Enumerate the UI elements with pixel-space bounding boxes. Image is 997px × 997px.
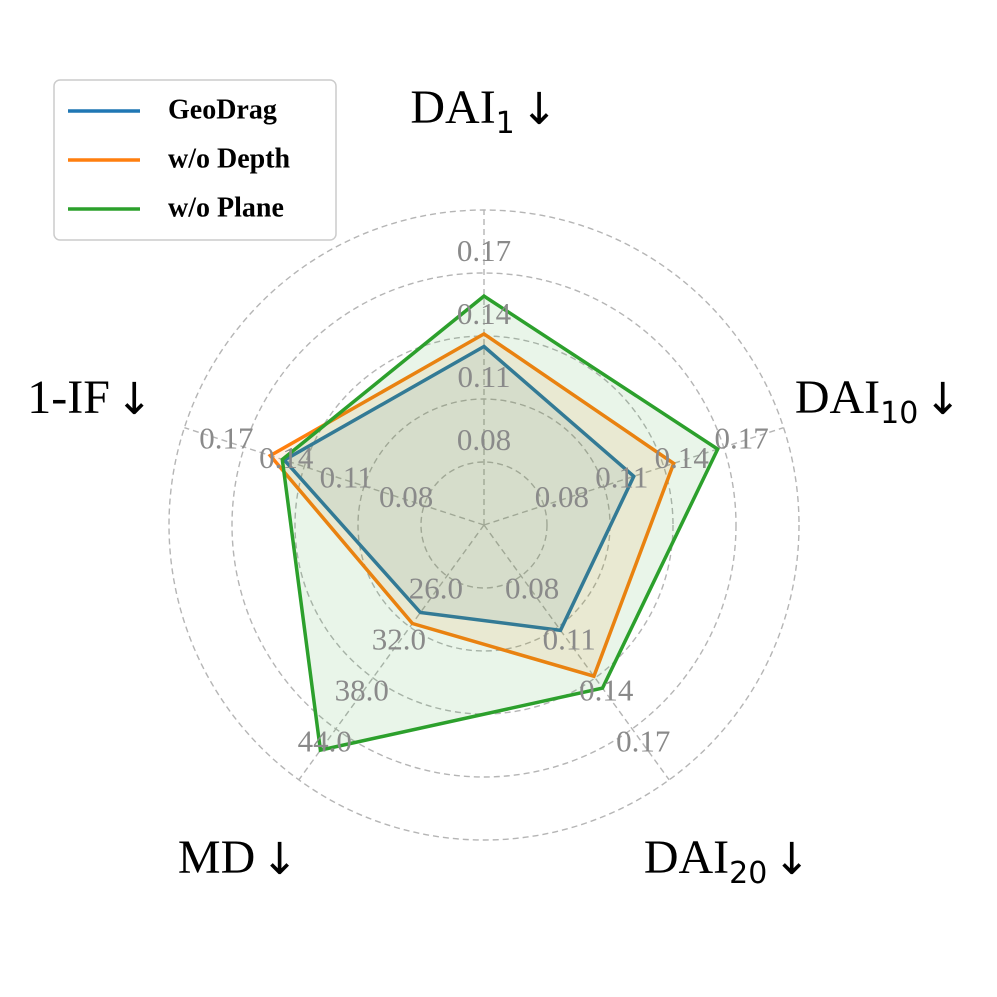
series-line [267, 331, 676, 679]
series-fill [282, 296, 718, 751]
series-fill [284, 346, 634, 631]
tick-label: 0.17 [457, 233, 511, 268]
series-line [280, 293, 720, 753]
axis-spoke [184, 426, 485, 526]
axis-label: DAI20 ↓ [644, 831, 810, 890]
series-layer [267, 293, 720, 753]
tick-label: 0.11 [457, 359, 510, 394]
axis-labels: DAI1 ↓ DAI10 ↓ DAI20 ↓ MD ↓ 1-IF ↓ [27, 81, 961, 890]
tick-label: 38.0 [335, 672, 389, 707]
tick-label: 0.08 [457, 422, 511, 457]
tick-label: 0.14 [259, 440, 314, 475]
tick-label: 0.14 [579, 672, 634, 707]
legend-label: w/o Depth [168, 143, 291, 174]
tick-label: 0.17 [616, 723, 670, 758]
series-fill [270, 333, 674, 677]
tick-label: 0.08 [505, 570, 559, 605]
axis-label: DAI1 ↓ [410, 81, 557, 140]
grid-ring [420, 461, 548, 589]
tick-label: 0.08 [379, 479, 433, 514]
tick-label: 0.14 [457, 296, 512, 331]
legend-label: GeoDrag [168, 94, 277, 125]
tick-label: 0.14 [655, 440, 710, 475]
series-line [281, 344, 636, 633]
tick-labels: 0.080.110.140.170.080.110.140.170.080.11… [199, 233, 769, 758]
tick-label: 32.0 [372, 621, 426, 656]
tick-label: 0.11 [543, 621, 596, 656]
tick-label: 0.17 [715, 420, 769, 455]
axis-label: 1-IF ↓ [27, 371, 153, 425]
axis-spoke [298, 524, 485, 781]
axis-label: DAI10 ↓ [795, 371, 961, 430]
tick-label: 0.08 [535, 479, 589, 514]
grid-ring [231, 272, 737, 778]
legend-label: w/o Plane [168, 192, 284, 223]
tick-label: 0.11 [320, 459, 373, 494]
axis-spoke [483, 524, 670, 781]
tick-label: 0.17 [199, 420, 253, 455]
legend-frame [53, 79, 337, 241]
tick-label: 26.0 [409, 570, 463, 605]
axis-label: MD ↓ [178, 831, 298, 885]
legend: GeoDrag w/o Depth w/o Plane [53, 79, 337, 241]
axis-spoke [483, 426, 784, 526]
tick-label: 0.11 [595, 459, 648, 494]
tick-label: 44.0 [298, 723, 352, 758]
